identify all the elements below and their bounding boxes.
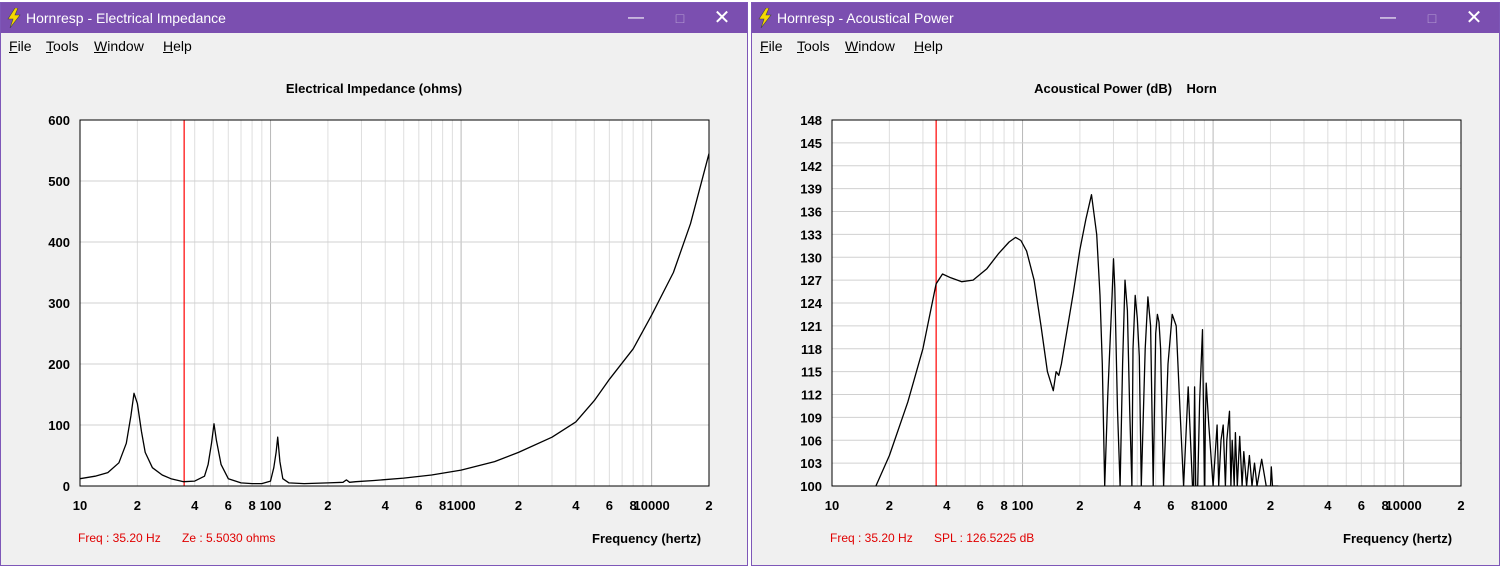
menu-window[interactable]: Window	[94, 38, 144, 54]
menu-bar: File Tools Window Help	[1, 33, 747, 57]
menu-file[interactable]: File	[760, 38, 783, 54]
menu-tools[interactable]: Tools	[46, 38, 79, 54]
x-tick-label: 4	[943, 498, 951, 513]
y-tick-label: 400	[48, 235, 70, 250]
acoustical-power-window: Hornresp - Acoustical Power — □ ✕ File T…	[751, 2, 1500, 566]
frequency-readout: Freq : 35.20 Hz	[830, 531, 913, 545]
chart-title: Electrical Impedance (ohms)	[285, 81, 463, 96]
x-tick-label: 8	[1382, 498, 1389, 513]
x-axis-label: Frequency (hertz)	[592, 531, 702, 546]
x-tick-label: 2	[134, 498, 141, 513]
y-tick-label: 112	[801, 388, 822, 403]
x-tick-label: 10	[73, 498, 87, 513]
y-tick-label: 300	[48, 296, 70, 311]
title-bar[interactable]: Hornresp - Electrical Impedance — □ ✕	[1, 3, 747, 33]
y-tick-label: 133	[800, 227, 822, 242]
x-tick-label: 6	[606, 498, 613, 513]
x-tick-label: 4	[191, 498, 199, 513]
chart-title: Acoustical Power (dB) Horn	[1034, 81, 1217, 96]
y-tick-label: 136	[800, 205, 822, 220]
y-tick-label: 139	[800, 182, 822, 197]
y-tick-label: 124	[800, 296, 822, 311]
x-tick-label: 6	[1167, 498, 1174, 513]
y-tick-label: 106	[800, 433, 822, 448]
minimize-button[interactable]: —	[628, 9, 644, 26]
x-tick-label: 8	[1000, 498, 1007, 513]
y-tick-label: 127	[800, 273, 822, 288]
x-tick-label: 6	[415, 498, 422, 513]
x-tick-label: 8	[248, 498, 255, 513]
y-tick-label: 142	[800, 159, 822, 174]
x-tick-label: 8	[439, 498, 446, 513]
lightning-icon	[758, 8, 772, 28]
x-tick-label: 10000	[634, 498, 670, 513]
x-tick-label: 2	[324, 498, 331, 513]
x-tick-label: 4	[1324, 498, 1332, 513]
x-tick-label: 2	[705, 498, 712, 513]
close-button[interactable]: ✕	[1465, 7, 1483, 29]
y-tick-label: 148	[800, 113, 822, 128]
x-tick-label: 4	[1134, 498, 1142, 513]
menu-help[interactable]: Help	[914, 38, 943, 54]
x-tick-label: 4	[382, 498, 390, 513]
impedance-window: Hornresp - Electrical Impedance — □ ✕ Fi…	[0, 2, 748, 566]
y-tick-label: 100	[48, 418, 70, 433]
x-tick-label: 2	[886, 498, 893, 513]
y-tick-label: 500	[48, 174, 70, 189]
y-tick-label: 130	[800, 250, 822, 265]
y-tick-label: 145	[800, 136, 822, 151]
x-tick-label: 2	[1457, 498, 1464, 513]
maximize-button[interactable]: □	[1427, 10, 1437, 26]
response-curve	[80, 153, 709, 485]
spl-readout: SPL : 126.5225 dB	[934, 531, 1035, 545]
x-tick-label: 4	[572, 498, 580, 513]
menu-tools[interactable]: Tools	[797, 38, 830, 54]
y-tick-label: 118	[801, 342, 822, 357]
impedance-readout: Ze : 5.5030 ohms	[182, 531, 276, 545]
x-tick-label: 100	[1012, 498, 1034, 513]
x-tick-label: 6	[225, 498, 232, 513]
y-tick-label: 103	[800, 456, 822, 471]
window-title: Hornresp - Acoustical Power	[777, 10, 954, 26]
maximize-button[interactable]: □	[675, 10, 685, 26]
x-tick-label: 8	[1191, 498, 1198, 513]
lightning-icon	[7, 8, 21, 28]
acoustical-power-plot[interactable]: 1001031061091121151181211241271301331361…	[752, 103, 1499, 523]
y-tick-label: 115	[801, 365, 822, 380]
x-tick-label: 10000	[1386, 498, 1422, 513]
menu-window[interactable]: Window	[845, 38, 895, 54]
x-tick-label: 6	[977, 498, 984, 513]
y-tick-label: 600	[48, 113, 70, 128]
x-tick-label: 2	[1076, 498, 1083, 513]
minimize-button[interactable]: —	[1380, 9, 1396, 26]
x-tick-label: 8	[630, 498, 637, 513]
x-tick-label: 100	[260, 498, 282, 513]
x-tick-label: 2	[1267, 498, 1274, 513]
y-tick-label: 109	[800, 410, 822, 425]
menu-help[interactable]: Help	[163, 38, 192, 54]
y-tick-label: 100	[800, 479, 822, 494]
title-bar[interactable]: Hornresp - Acoustical Power — □ ✕	[752, 3, 1499, 33]
x-tick-label: 1000	[447, 498, 476, 513]
menu-file[interactable]: File	[9, 38, 32, 54]
x-tick-label: 2	[515, 498, 522, 513]
x-axis-label: Frequency (hertz)	[1343, 531, 1453, 546]
x-tick-label: 10	[825, 498, 839, 513]
plot-frame	[79, 119, 710, 487]
close-button[interactable]: ✕	[713, 7, 731, 29]
response-curve	[875, 194, 1279, 486]
menu-bar: File Tools Window Help	[752, 33, 1499, 57]
plot-frame	[831, 119, 1462, 487]
y-tick-label: 200	[48, 357, 70, 372]
window-title: Hornresp - Electrical Impedance	[26, 10, 226, 26]
y-tick-label: 0	[63, 479, 70, 494]
y-tick-label: 121	[800, 319, 822, 334]
x-tick-label: 6	[1358, 498, 1365, 513]
frequency-readout: Freq : 35.20 Hz	[78, 531, 161, 545]
x-tick-label: 1000	[1199, 498, 1228, 513]
